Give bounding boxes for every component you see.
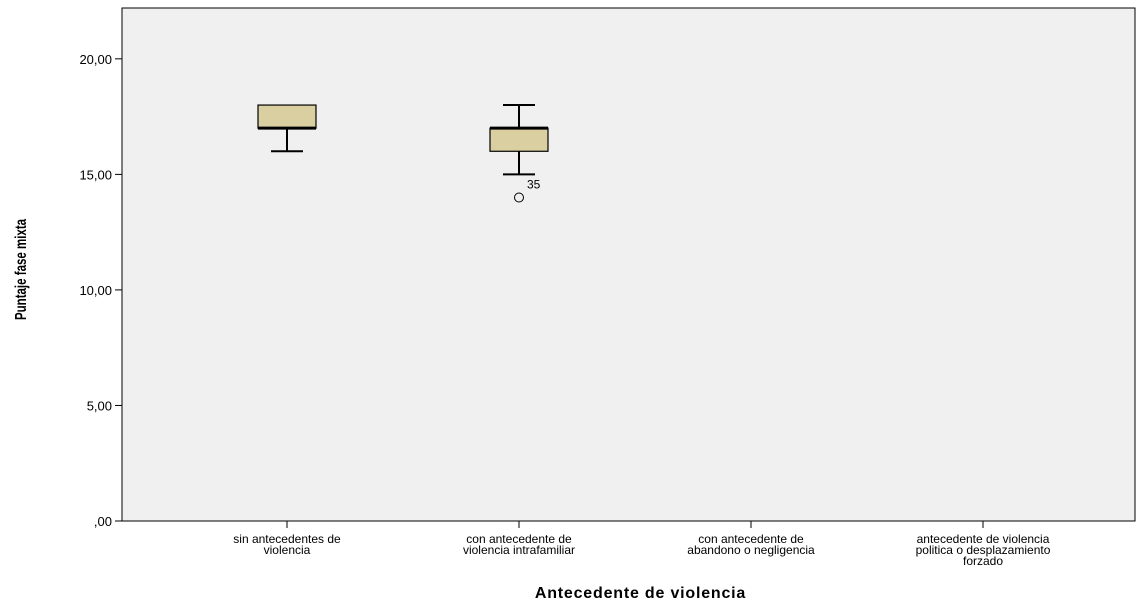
- x-tick-label: violencia intrafamiliar: [463, 543, 575, 557]
- y-tick-label: 10,00: [79, 283, 112, 298]
- y-tick-label: 5,00: [87, 398, 112, 413]
- x-tick-label: sin antecedentes de: [233, 532, 341, 546]
- outlier-label: 35: [527, 177, 541, 191]
- x-tick-label: violencia: [264, 543, 311, 557]
- box: [489, 127, 549, 152]
- plot-area: [121, 7, 1136, 522]
- box: [257, 104, 317, 129]
- x-tick-label: con antecedente de: [466, 532, 572, 546]
- x-tick-label: con antecedente de: [698, 532, 804, 546]
- x-tick-label: forzado: [963, 554, 1003, 568]
- x-axis-title: Antecedente de violencia: [535, 585, 746, 602]
- y-axis-title: Puntaje fase mixta: [11, 219, 29, 320]
- y-tick-label: ,00: [94, 514, 112, 529]
- y-tick-label: 20,00: [79, 52, 112, 67]
- outlier-point: [514, 192, 524, 203]
- x-tick-label: abandono o negligencia: [687, 543, 815, 557]
- x-tick-label: antecedente de violencia: [917, 532, 1050, 546]
- y-tick-label: 15,00: [79, 167, 112, 182]
- x-tick-label: politica o desplazamiento: [916, 543, 1051, 557]
